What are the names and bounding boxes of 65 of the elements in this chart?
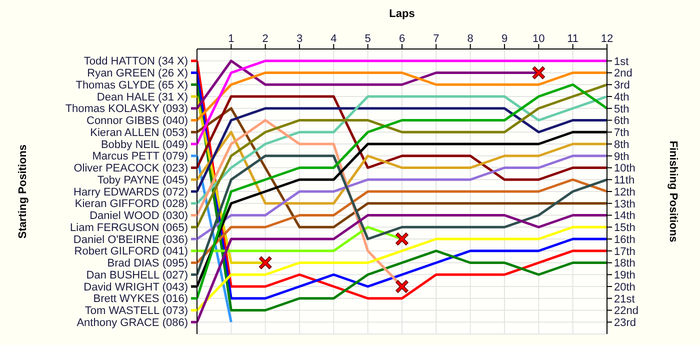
- legend-label: Daniel O'BEIRNE (036): [73, 234, 188, 246]
- point: [532, 66, 546, 80]
- legend-label: Dan BUSHELL (027): [86, 269, 188, 282]
- legend-label: Brad DIAS (095): [107, 258, 188, 270]
- x-tick-label: 5: [364, 33, 371, 45]
- legend-label: Kieran GIFFORD (028): [74, 198, 188, 210]
- legend-label: Bobby NEIL (049): [100, 138, 188, 151]
- y-axis-title: Finishing Positions: [667, 140, 680, 242]
- y-tick-label: 12th: [614, 186, 636, 198]
- y-tick-label: 8th: [614, 138, 630, 151]
- legend-label: Brett WYKES (016): [93, 293, 188, 306]
- y-tick-label: 11th: [614, 174, 635, 187]
- legend-label: Daniel WOOD (030): [90, 210, 188, 222]
- x-tick-label: 8: [467, 33, 474, 45]
- legend-label: Oliver PEACOCK (023): [74, 162, 188, 175]
- y-tick-label: 1st: [614, 56, 629, 68]
- legend-label: Kieran ALLEN (053): [90, 126, 188, 139]
- y-tick-label: 15th: [614, 222, 636, 234]
- y-tick-label: 9th: [614, 150, 630, 163]
- legend-title: Starting Positions: [16, 144, 29, 239]
- legend-label: Harry EDWARDS (072): [74, 186, 188, 198]
- y-tick-label: 19th: [614, 270, 636, 282]
- x-axis-title: Laps: [389, 8, 415, 20]
- legend-label: Toby PAYNE (045): [97, 174, 188, 186]
- y-tick-label: 20th: [614, 281, 636, 294]
- y-tick-label: 2nd: [614, 68, 632, 80]
- y-tick-label: 17th: [614, 246, 636, 258]
- y-tick-label: 18th: [614, 258, 636, 270]
- legend-label: Todd HATTON (34 X): [84, 56, 188, 68]
- legend-label: Marcus PETT (079): [92, 150, 188, 163]
- y-tick-label: 23rd: [614, 317, 636, 330]
- x-tick-label: 9: [501, 33, 508, 45]
- x-tick-label: 3: [296, 33, 303, 45]
- y-tick-label: 13th: [614, 198, 636, 210]
- legend-label: Robert GILFORD (041): [74, 246, 188, 258]
- y-tick-label: 16th: [614, 234, 636, 246]
- y-tick-label: 21st: [614, 293, 635, 306]
- y-tick-label: 14th: [614, 210, 636, 222]
- legend-label: Thomas GLYDE (65 X): [76, 79, 188, 92]
- x-tick-label: 4: [330, 33, 337, 45]
- legend-label: Thomas KOLASKY (093): [65, 103, 188, 116]
- legend-label: Tom WASTELL (073): [84, 305, 188, 318]
- x-tick-label: 12: [600, 33, 614, 45]
- legend-label: David WRIGHT (043): [84, 281, 188, 294]
- x-tick-label: 7: [433, 33, 440, 45]
- legend-label: Liam FERGUSON (065): [70, 222, 188, 234]
- x-tick-label: 2: [262, 33, 268, 45]
- x-tick-label: 11: [567, 33, 579, 45]
- legend-label: Anthony GRACE (086): [76, 316, 188, 329]
- y-tick-label: 4th: [614, 91, 630, 104]
- y-tick-label: 7th: [614, 127, 630, 140]
- legend-label: Ryan GREEN (26 X): [87, 68, 188, 80]
- y-tick-label: 22nd: [614, 305, 638, 318]
- y-tick-label: 6th: [614, 115, 630, 128]
- y-tick-label: 3rd: [614, 80, 630, 92]
- x-tick-label: 1: [228, 33, 234, 45]
- point: [258, 256, 272, 270]
- legend-label: Dean HALE (31 X): [96, 91, 188, 104]
- x-tick-label: 10: [532, 33, 545, 45]
- x-tick-label: 6: [398, 33, 406, 45]
- y-tick-label: 10th: [614, 162, 636, 175]
- point: [396, 232, 408, 246]
- legend-label: Connor GIBBS (040): [86, 115, 188, 128]
- y-tick-label: 5th: [614, 103, 630, 116]
- point: [396, 280, 408, 293]
